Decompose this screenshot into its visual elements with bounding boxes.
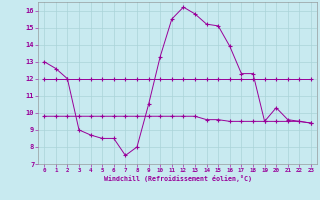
X-axis label: Windchill (Refroidissement éolien,°C): Windchill (Refroidissement éolien,°C)	[104, 175, 252, 182]
